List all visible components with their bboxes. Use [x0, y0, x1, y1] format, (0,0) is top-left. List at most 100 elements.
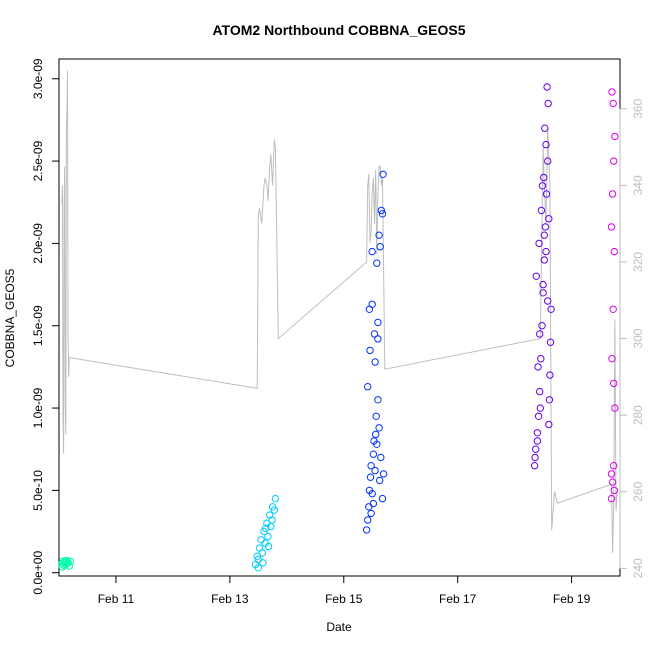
y-tick-label: 0.0e+00 [31, 551, 45, 595]
data-point [264, 542, 273, 551]
data-point [610, 379, 618, 388]
data-point [540, 173, 548, 182]
data-point [372, 412, 380, 420]
data-point [63, 559, 72, 567]
data-point [368, 247, 376, 256]
x-axis-label: Date [326, 620, 352, 634]
right-tick-label: 320 [631, 252, 645, 272]
data-point [607, 223, 616, 231]
y-tick-label: 1.5e-09 [31, 305, 45, 346]
data-point [534, 412, 543, 420]
data-point [611, 132, 619, 141]
data-point [369, 499, 378, 508]
data-point [367, 462, 375, 470]
data-point [262, 524, 270, 532]
data-point [610, 247, 618, 256]
data-point [371, 466, 379, 475]
data-point [541, 124, 549, 132]
y-tick-label: 2.5e-09 [31, 140, 45, 181]
data-point [546, 338, 555, 346]
data-point [533, 429, 542, 437]
data-point [544, 157, 552, 165]
data-point [533, 437, 542, 445]
data-point [547, 305, 555, 313]
data-point [377, 206, 386, 215]
right-axis: 240 260 280 300 320 340 360 [619, 98, 645, 578]
data-point [367, 509, 375, 518]
data-point [375, 231, 383, 239]
data-point [542, 190, 551, 198]
data-point [373, 259, 381, 267]
data-point [535, 239, 543, 248]
data-point [542, 140, 550, 149]
data-point [374, 335, 382, 343]
data-point [374, 318, 382, 327]
data-point [610, 486, 618, 495]
y-axis: 0.0e+00 5.0e-10 1.0e-09 1.5e-09 2.0e-09 2.5e-… [31, 58, 60, 595]
data-point [369, 450, 378, 458]
data-point [370, 330, 379, 338]
data-point [538, 322, 546, 330]
data-point [253, 552, 261, 560]
y-tick-label: 3.0e-09 [31, 58, 45, 99]
data-point [264, 532, 272, 541]
data-point [378, 210, 387, 218]
series-group [607, 88, 619, 503]
data-point [366, 473, 375, 481]
data-point [532, 272, 540, 280]
data-point [376, 476, 384, 485]
data-point [376, 243, 384, 251]
right-tick-label: 260 [631, 481, 645, 501]
data-point [271, 494, 280, 503]
data-point [608, 190, 617, 198]
data-point [538, 182, 547, 190]
data-point [543, 83, 551, 91]
data-point [545, 215, 553, 223]
data-point [374, 396, 382, 404]
data-point [254, 564, 262, 572]
data-point [378, 494, 387, 503]
data-point [541, 223, 550, 231]
data-point [608, 88, 616, 96]
data-point [610, 157, 618, 165]
data-point [542, 247, 550, 256]
data-point [268, 516, 276, 524]
data-point [608, 355, 616, 363]
data-point [531, 453, 539, 462]
data-point [545, 420, 553, 429]
data-point [609, 305, 617, 313]
data-point [544, 297, 552, 305]
x-tick-label: Feb 11 [98, 592, 135, 606]
data-point [536, 387, 544, 396]
data-point [537, 206, 546, 215]
data-point [375, 424, 383, 432]
right-tick-label: 360 [631, 98, 645, 118]
x-tick-label: Feb 19 [553, 592, 591, 606]
series-group [362, 170, 388, 534]
secondary-line-layer [61, 70, 618, 554]
data-point [366, 346, 374, 355]
data-point [539, 289, 547, 297]
data-point [536, 330, 544, 338]
data-point [61, 557, 70, 565]
data-point [362, 526, 371, 534]
data-point [377, 453, 385, 462]
data-point [365, 305, 374, 313]
y-tick-label: 1.0e-09 [31, 387, 45, 428]
data-point [539, 280, 547, 289]
data-point [379, 470, 388, 478]
series-group [530, 83, 555, 470]
data-point [379, 170, 387, 179]
right-tick-label: 300 [631, 328, 645, 348]
right-tick-label: 240 [631, 558, 645, 578]
data-point [530, 462, 539, 470]
data-point [58, 563, 67, 571]
data-point [608, 478, 617, 486]
y-axis-label: COBBNA_GEOS5 [3, 268, 17, 367]
chart-title: ATOM2 Northbound COBBNA_GEOS5 [212, 22, 465, 38]
data-point [607, 494, 616, 503]
plot-box [58, 58, 621, 577]
data-point [607, 470, 616, 478]
data-point [364, 516, 372, 524]
